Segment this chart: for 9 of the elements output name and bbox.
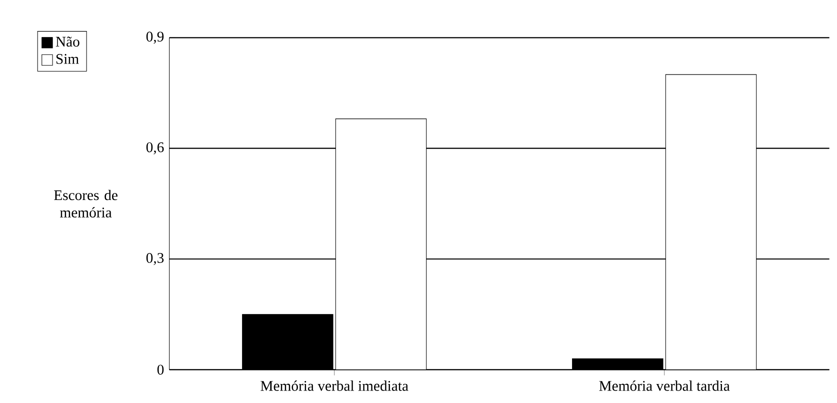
y-tick-label: 0: [157, 364, 164, 375]
y-tick-label: 0,9: [146, 32, 164, 44]
legend-label: Sim: [56, 54, 79, 64]
x-tick-label: Memória verbal imediata: [260, 380, 408, 391]
y-tick-label: 0,3: [146, 253, 164, 266]
y-axis-title: Escores de memória: [54, 190, 118, 218]
y-tick-label: 0,6: [146, 142, 164, 154]
x-tick-label: Memória verbal tardia: [599, 380, 730, 391]
legend-label: Não: [56, 36, 80, 47]
